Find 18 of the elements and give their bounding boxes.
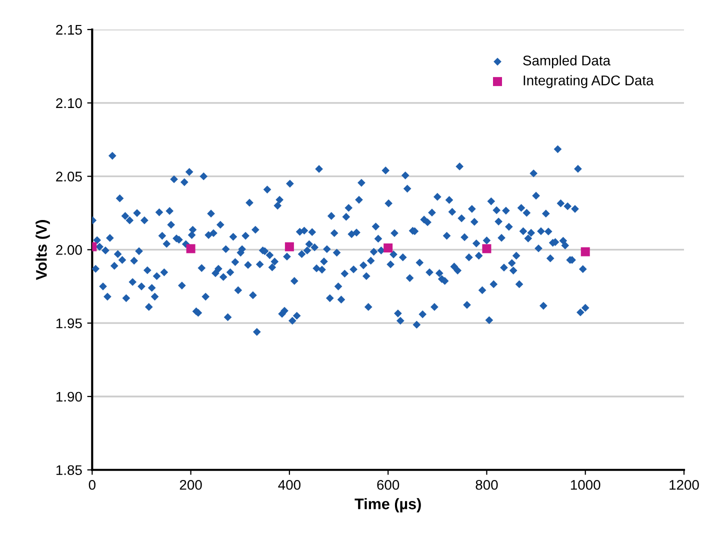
y-tick-label: 1.95 bbox=[56, 318, 82, 328]
x-tick-label: 800 bbox=[476, 480, 498, 490]
legend-label: Sampled Data bbox=[523, 55, 611, 68]
y-tick-label: 2.05 bbox=[56, 172, 82, 182]
y-tick-label: 2.10 bbox=[56, 98, 82, 108]
y-tick-label: 1.85 bbox=[56, 465, 82, 476]
x-tick-label: 600 bbox=[377, 480, 400, 490]
x-tick-label: 200 bbox=[180, 480, 202, 490]
x-tick-label: 1000 bbox=[570, 480, 600, 490]
y-axis-title: Volts (V) bbox=[36, 220, 50, 280]
x-tick-label: 400 bbox=[278, 480, 300, 490]
y-tick-label: 1.90 bbox=[56, 392, 82, 402]
legend-label: Integrating ADC Data bbox=[524, 75, 654, 88]
x-tick-label: 1200 bbox=[670, 480, 699, 490]
x-tick-label: 0 bbox=[88, 480, 96, 490]
x-axis-title: Time (µs) bbox=[354, 498, 421, 512]
y-tick-label: 2.15 bbox=[56, 24, 82, 35]
y-tick-label: 2.00 bbox=[56, 245, 82, 255]
